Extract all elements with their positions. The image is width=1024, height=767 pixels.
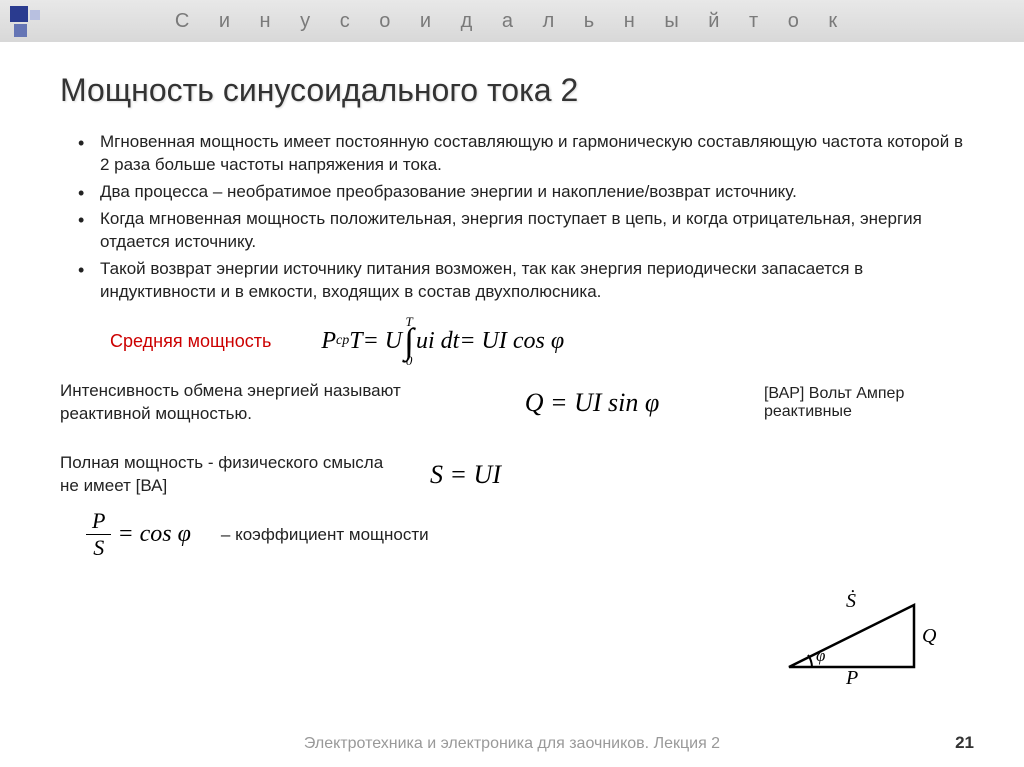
avg-power-row: Средняя мощность PсрT = U T ∫ 0 ui dt = … bbox=[60, 316, 974, 367]
bullet-item: Два процесса – необратимое преобразовани… bbox=[78, 181, 974, 204]
triangle-angle-label: φ bbox=[816, 646, 825, 665]
topbar-title: С и н у с о и д а л ь н ы й т о к bbox=[0, 10, 1024, 33]
integrand: ui dt bbox=[416, 328, 459, 355]
int-lower: 0 bbox=[406, 355, 413, 366]
frac-numerator: P bbox=[86, 508, 111, 535]
triangle-adj-label: P bbox=[845, 667, 858, 687]
slide-title: Мощность синусоидального тока 2 bbox=[60, 72, 974, 109]
coeff-label: – коэффициент мощности bbox=[221, 525, 429, 545]
formula-eq1: = U bbox=[363, 328, 403, 355]
coeff-eq: = cos φ bbox=[117, 521, 190, 548]
reactive-text: Интенсивность обмена энергией называют р… bbox=[60, 380, 420, 426]
triangle-opp-label: Q bbox=[922, 625, 937, 647]
logo-squares bbox=[8, 4, 48, 38]
formula-T: T bbox=[349, 328, 362, 355]
bullet-item: Когда мгновенная мощность положительная,… bbox=[78, 208, 974, 254]
bullet-list: Мгновенная мощность имеет постоянную сос… bbox=[78, 131, 974, 304]
fraction: P S bbox=[86, 508, 111, 561]
page-number: 21 bbox=[955, 733, 974, 753]
full-power-formula: S = UI bbox=[430, 460, 501, 490]
integral-icon: ∫ bbox=[404, 327, 414, 356]
topbar: С и н у с о и д а л ь н ы й т о к bbox=[0, 0, 1024, 42]
reactive-formula: Q = UI sin φ bbox=[525, 388, 659, 418]
var-unit-label: [ВАР] Вольт Ампер реактивные bbox=[764, 385, 964, 421]
bullet-item: Такой возврат энергии источнику питания … bbox=[78, 258, 974, 304]
slide-body: Мощность синусоидального тока 2 Мгновенн… bbox=[0, 42, 1024, 571]
integral: T ∫ 0 bbox=[404, 316, 414, 367]
triangle-hyp-label: Ṡ bbox=[846, 589, 856, 612]
formula-sub: ср bbox=[336, 333, 349, 349]
full-power-text: Полная мощность - физического смысла не … bbox=[60, 452, 390, 498]
full-power-row: Полная мощность - физического смысла не … bbox=[60, 452, 974, 498]
formula-P: P bbox=[321, 328, 336, 355]
avg-power-formula: PсрT = U T ∫ 0 ui dt = UI cos φ bbox=[321, 316, 564, 367]
avg-power-label: Средняя мощность bbox=[110, 331, 271, 352]
coeff-row: P S = cos φ – коэффициент мощности bbox=[60, 508, 974, 561]
bullet-item: Мгновенная мощность имеет постоянную сос… bbox=[78, 131, 974, 177]
footer-text: Электротехника и электроника для заочник… bbox=[0, 735, 1024, 753]
power-triangle-diagram: Ṡ Q P φ bbox=[774, 587, 944, 687]
formula-eq2: = UI cos φ bbox=[459, 328, 564, 355]
reactive-row: Интенсивность обмена энергией называют р… bbox=[60, 380, 974, 426]
coeff-formula: P S = cos φ bbox=[80, 508, 191, 561]
frac-denominator: S bbox=[87, 535, 110, 561]
